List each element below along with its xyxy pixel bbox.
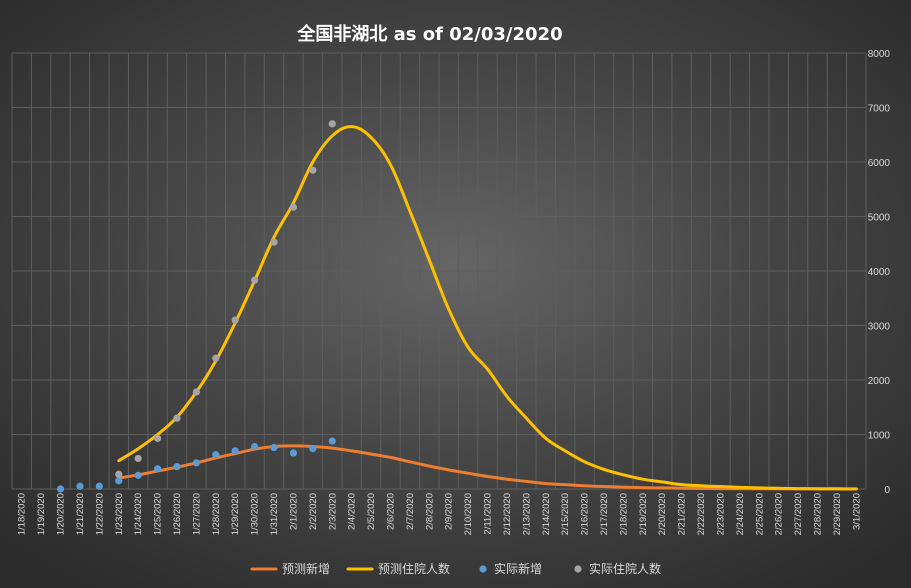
x-tick-label: 2/2/2020 xyxy=(308,493,319,530)
x-tick-label: 2/25/2020 xyxy=(754,493,765,535)
legend-label: 实际住院人数 xyxy=(589,561,661,576)
data-point-actual-new xyxy=(251,442,259,451)
x-tick-label: 1/21/2020 xyxy=(75,493,86,535)
x-tick-label: 1/20/2020 xyxy=(56,493,67,535)
x-tick-label: 2/26/2020 xyxy=(774,493,785,535)
data-point-actual-hospitalized xyxy=(309,166,317,174)
x-tick-label: 1/27/2020 xyxy=(191,493,202,535)
legend-label: 预测住院人数 xyxy=(378,561,450,576)
data-point-actual-new xyxy=(76,482,84,490)
x-tick-label: 1/22/2020 xyxy=(94,493,105,535)
y-tick-label: 6000 xyxy=(868,158,891,169)
data-point-actual-hospitalized xyxy=(192,388,200,396)
data-point-actual-hospitalized xyxy=(115,470,123,478)
x-tick-label: 2/20/2020 xyxy=(657,493,668,535)
data-point-actual-new xyxy=(115,477,123,485)
y-tick-label: 4000 xyxy=(868,267,891,278)
x-tick-label: 2/21/2020 xyxy=(677,493,688,535)
x-tick-label: 2/27/2020 xyxy=(793,493,804,535)
x-tick-label: 2/13/2020 xyxy=(521,493,532,535)
y-axis: 0 1000 2000 3000 4000 5000 6000 7000 8000 xyxy=(868,49,891,496)
data-point-actual-hospitalized xyxy=(289,203,298,211)
x-tick-label: 1/18/2020 xyxy=(17,493,28,535)
x-tick-label: 2/12/2020 xyxy=(502,493,513,535)
y-tick-label: 0 xyxy=(884,485,890,496)
data-point-actual-hospitalized xyxy=(270,238,278,246)
x-tick-label: 2/5/2020 xyxy=(366,493,377,530)
x-tick-label: 1/30/2020 xyxy=(250,493,261,535)
x-tick-label: 2/10/2020 xyxy=(463,493,474,535)
y-tick-label: 7000 xyxy=(868,104,891,115)
data-point-actual-hospitalized xyxy=(153,434,162,442)
data-point-actual-new xyxy=(212,451,220,459)
data-point-actual-new xyxy=(231,447,239,455)
data-point-actual-new xyxy=(270,443,278,452)
x-tick-label: 2/19/2020 xyxy=(638,493,649,535)
data-point-actual-new xyxy=(95,482,103,490)
chart-title: 全国非湖北 as of 02/03/2020 xyxy=(296,23,562,45)
x-tick-label: 2/3/2020 xyxy=(327,493,338,530)
x-tick-label: 2/15/2020 xyxy=(560,493,571,535)
data-point-actual-new xyxy=(153,465,162,473)
series-line-predicted-new xyxy=(117,444,858,491)
data-point-actual-hospitalized xyxy=(173,414,181,422)
data-point-actual-hospitalized xyxy=(328,120,336,128)
x-tick-label: 2/18/2020 xyxy=(618,493,629,535)
plot-series xyxy=(56,120,858,493)
x-tick-label: 2/4/2020 xyxy=(347,493,358,530)
x-tick-label: 1/29/2020 xyxy=(230,493,241,535)
data-point-actual-hospitalized xyxy=(251,276,259,284)
y-tick-label: 3000 xyxy=(868,322,891,333)
x-tick-label: 2/7/2020 xyxy=(405,493,416,530)
x-tick-label: 1/24/2020 xyxy=(133,493,144,535)
series-line-predicted-hospitalized xyxy=(117,125,858,491)
gridlines xyxy=(11,52,867,490)
x-tick-label: 2/16/2020 xyxy=(580,493,591,535)
x-tick-label: 2/22/2020 xyxy=(696,493,707,535)
data-point-actual-new xyxy=(289,449,298,457)
x-tick-label: 2/24/2020 xyxy=(735,493,746,535)
y-tick-label: 5000 xyxy=(868,213,891,224)
x-tick-label: 2/6/2020 xyxy=(385,493,396,530)
x-tick-label: 1/19/2020 xyxy=(36,493,47,535)
x-tick-label: 2/1/2020 xyxy=(288,493,299,530)
x-tick-label: 1/25/2020 xyxy=(153,493,164,535)
x-tick-label: 3/1/2020 xyxy=(851,493,862,530)
x-tick-label: 1/26/2020 xyxy=(172,493,183,535)
data-point-actual-hospitalized xyxy=(134,454,142,463)
x-tick-label: 1/31/2020 xyxy=(269,493,280,535)
y-tick-label: 1000 xyxy=(868,431,891,442)
data-point-actual-hospitalized xyxy=(231,316,239,324)
legend-swatch xyxy=(574,565,582,573)
x-tick-label: 2/28/2020 xyxy=(812,493,823,535)
x-tick-label: 2/9/2020 xyxy=(444,493,455,530)
x-tick-label: 2/8/2020 xyxy=(424,493,435,530)
legend-label: 实际新增 xyxy=(494,561,542,576)
x-tick-label: 1/28/2020 xyxy=(211,493,222,535)
legend-swatch xyxy=(479,565,487,573)
x-tick-label: 2/14/2020 xyxy=(541,493,552,535)
x-tick-label: 2/29/2020 xyxy=(832,493,843,535)
x-tick-label: 2/11/2020 xyxy=(483,493,494,535)
legend: 预测新增 预测住院人数 实际新增 实际住院人数 xyxy=(250,561,661,576)
y-tick-label: 8000 xyxy=(868,49,891,60)
x-tick-label: 2/17/2020 xyxy=(599,493,610,535)
data-point-actual-hospitalized xyxy=(212,354,220,362)
data-point-actual-new xyxy=(173,463,181,471)
x-axis: 1/18/2020 1/19/2020 1/20/2020 1/21/2020 1/22… xyxy=(17,493,863,535)
data-point-actual-new xyxy=(134,471,142,479)
data-point-actual-new xyxy=(328,437,336,445)
x-tick-label: 1/23/2020 xyxy=(114,493,125,535)
y-tick-label: 2000 xyxy=(868,376,891,387)
data-point-actual-new xyxy=(192,459,200,467)
x-tick-label: 2/23/2020 xyxy=(715,493,726,535)
data-point-actual-new xyxy=(309,445,317,453)
data-point-actual-new xyxy=(56,485,65,493)
legend-label: 预测新增 xyxy=(282,561,330,576)
